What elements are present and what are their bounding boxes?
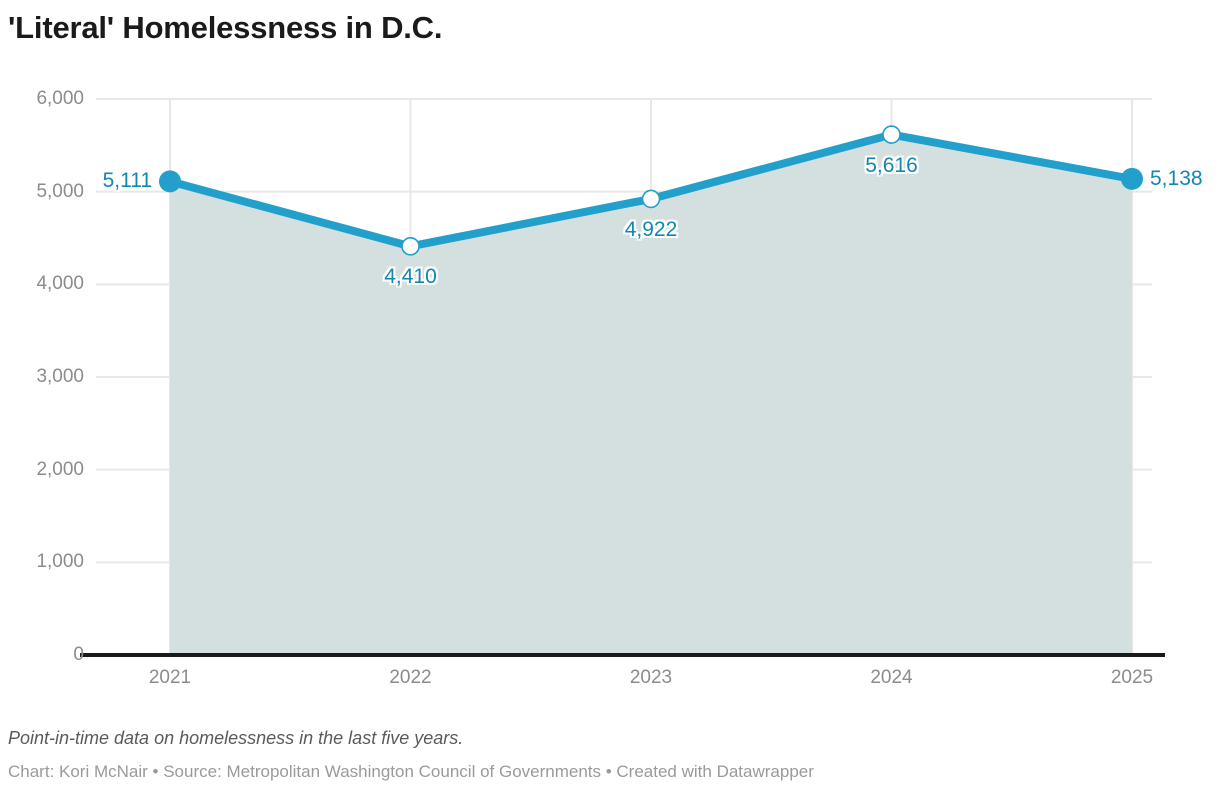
data-point-marker[interactable] (641, 189, 661, 209)
y-axis-tick-label: 0 (73, 644, 84, 665)
data-point-value-label: 4,922 (624, 217, 678, 241)
data-point-value-label: 5,111 (102, 169, 152, 193)
data-point-value-label: 5,138 (1150, 166, 1203, 190)
y-axis-tick-label: 1,000 (36, 551, 84, 573)
y-axis-tick-label: 4,000 (36, 273, 84, 295)
y-axis-tick-label: 6,000 (36, 88, 84, 109)
x-axis-tick-label: 2024 (870, 667, 913, 688)
x-axis-tick-label: 2023 (629, 667, 673, 688)
chart-footer: Point-in-time data on homelessness in th… (8, 728, 1208, 782)
data-point-marker[interactable] (159, 170, 181, 193)
y-axis-tick-label: 5,000 (36, 180, 84, 202)
y-axis-tick-label: 2,000 (36, 458, 84, 480)
x-axis-tick-label: 2021 (148, 667, 192, 688)
x-axis-tick-label: 2022 (389, 667, 432, 688)
y-axis-tick-label: 3,000 (36, 366, 84, 387)
data-point-marker[interactable] (882, 125, 901, 144)
data-point-markers-group (159, 125, 1143, 256)
chart-svg (80, 98, 1165, 657)
data-point-value-label: 4,410 (384, 265, 437, 289)
footer-note: Point-in-time data on homelessness in th… (8, 728, 464, 748)
x-axis-tick-label: 2025 (1110, 667, 1154, 688)
area-fill-group (170, 134, 1132, 656)
data-point-marker[interactable] (1121, 167, 1143, 190)
plot-area: 0 1,000 2,000 3,000 4,000 5,000 6,000 2021 2022… (36, 88, 1203, 688)
data-point-marker[interactable] (401, 237, 420, 256)
area-fill (170, 134, 1132, 656)
chart-title: 'Literal' Homelessness in D.C. (8, 10, 443, 45)
data-point-value-label: 5,616 (865, 153, 918, 177)
footer-credit: Chart: Kori McNair • Source: Metropolita… (8, 762, 814, 781)
